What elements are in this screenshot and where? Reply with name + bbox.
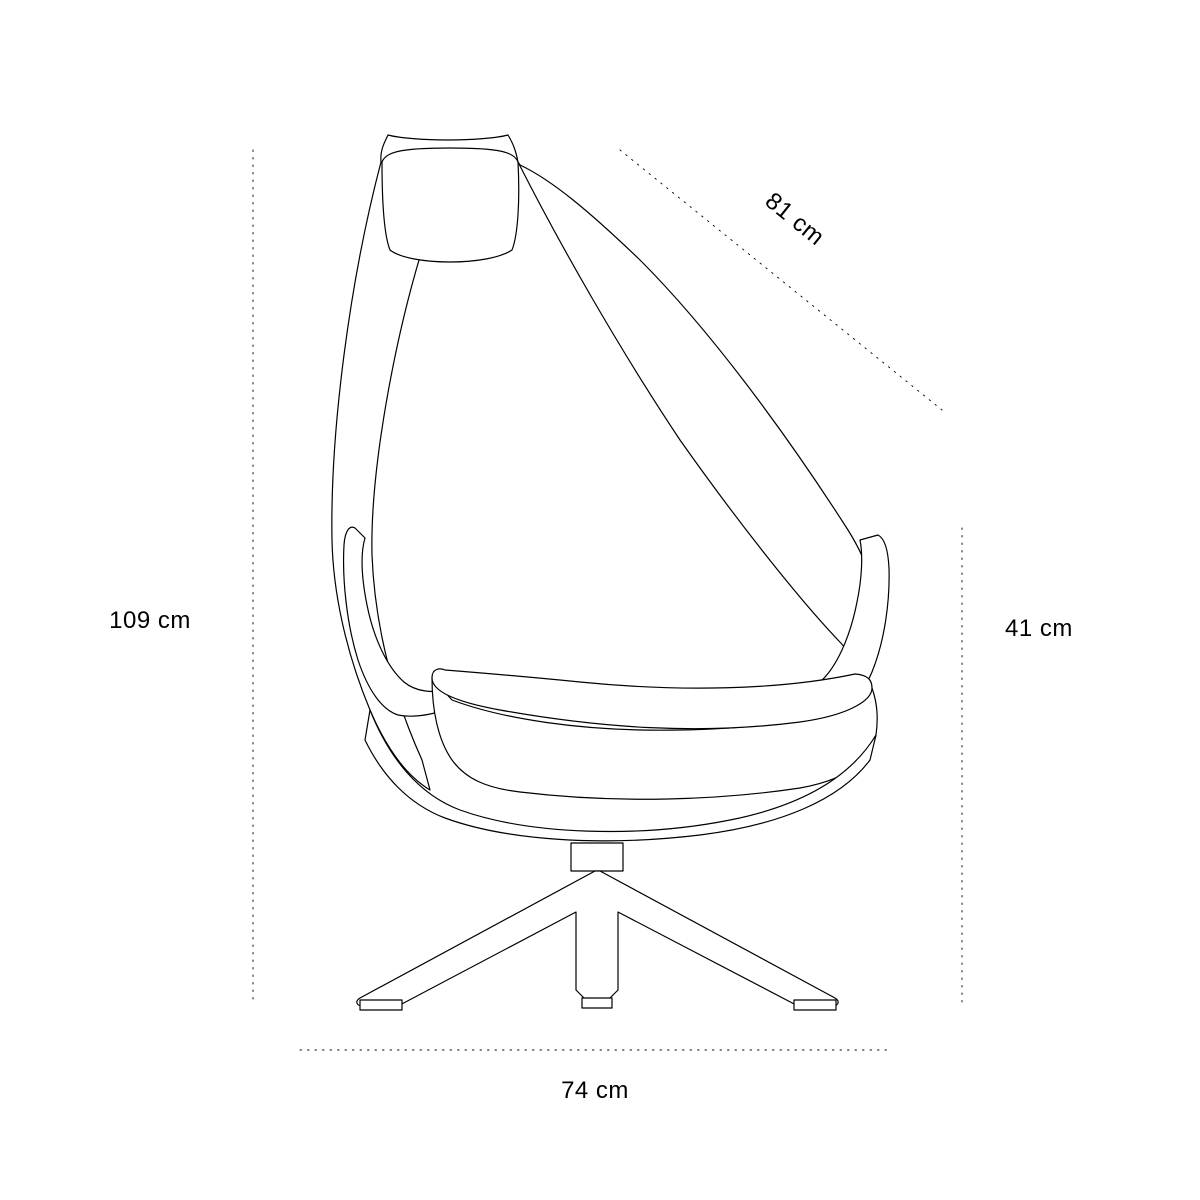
height-label: 109 cm (109, 607, 191, 634)
width-label: 74 cm (561, 1077, 629, 1104)
dimension-diagram: 109 cm 74 cm 41 cm 81 cm (0, 0, 1200, 1200)
chair-headrest (382, 148, 519, 262)
chair-pedestal-stem (571, 843, 623, 871)
chair-foot-r (794, 1000, 836, 1010)
chair-foot-l (360, 1000, 402, 1010)
depth-label: 81 cm (760, 187, 830, 251)
chair-foot-c (582, 998, 612, 1008)
chair-base (357, 871, 838, 1006)
seat-height-label: 41 cm (1005, 615, 1073, 642)
chair-outline (332, 135, 889, 1010)
chair-back-right (518, 162, 878, 678)
